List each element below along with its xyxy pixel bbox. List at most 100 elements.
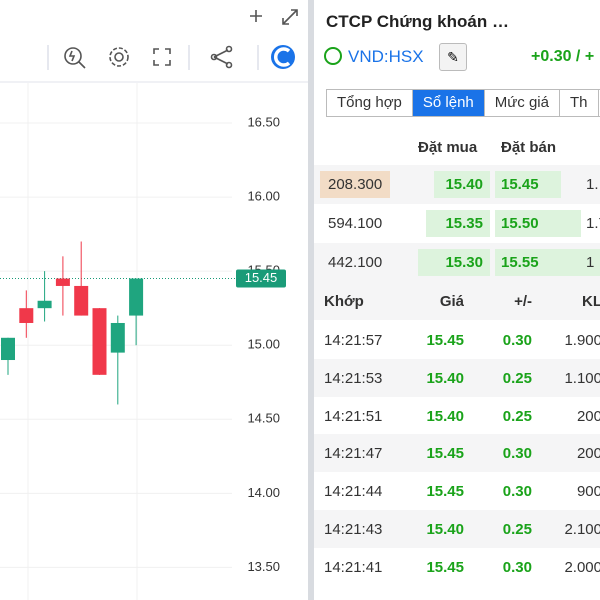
volume-highlight	[320, 171, 390, 198]
tab[interactable]: Sổ lệnh	[412, 90, 485, 116]
ask: 15.50	[501, 215, 539, 232]
side-panel: CTCP Chứng khoán … VND:HSX ✎ +0.30 / + T…	[314, 0, 600, 600]
orderbook: Đặt mua Đặt bán 208.300 15.40 15.45 1. 594.100…	[314, 130, 600, 282]
trade-row: 14:21:43 15.40 0.25 2.100	[314, 510, 600, 548]
price: 15.40	[426, 369, 464, 387]
candle-body	[55, 278, 70, 286]
time: 14:21:43	[324, 521, 383, 538]
price: 15.40	[426, 407, 464, 425]
trade-row: 14:21:47 15.45 0.30 200	[314, 434, 600, 473]
price: 15.45	[426, 332, 464, 349]
y-tick-label: 16.50	[247, 114, 280, 129]
time: 14:21:51	[324, 407, 383, 425]
time: 14:21:44	[324, 483, 383, 501]
y-tick-label: 15.00	[247, 337, 280, 352]
y-tick-label: 16.00	[247, 189, 280, 204]
bid: 15.30	[445, 254, 483, 271]
bid: 15.35	[445, 215, 483, 232]
change-text: +0.30 / +	[531, 48, 595, 65]
change: 0.30	[502, 332, 532, 349]
toolbar-icons[interactable]	[47, 9, 298, 70]
ask-volume: 1.7	[586, 215, 600, 232]
orderbook-row: 594.100 15.35 15.50 1.7	[314, 204, 600, 243]
col-header: KL	[582, 293, 600, 310]
tab[interactable]: Tổng hợp	[327, 90, 413, 116]
bid-bar	[426, 210, 490, 237]
time: 14:21:41	[324, 558, 383, 576]
ask: 15.55	[501, 254, 539, 271]
change: 0.25	[502, 407, 532, 425]
candle-body	[37, 300, 52, 309]
candle-body	[1, 337, 15, 361]
col-header: Đặt mua	[418, 139, 478, 156]
y-tick-label: 13.50	[247, 559, 280, 574]
price: 15.40	[426, 521, 464, 538]
change: 0.25	[502, 521, 532, 538]
col-header: Giá	[439, 293, 464, 310]
candle-body	[74, 285, 89, 316]
ask-bar	[495, 249, 600, 276]
candle-body	[19, 308, 34, 323]
tabs: Tổng hợp Sổ lệnh Mức giá Th	[326, 89, 600, 117]
divider	[308, 0, 314, 600]
fullscreen-icon[interactable]	[153, 48, 171, 66]
change: 0.25	[502, 369, 532, 387]
tab[interactable]: Mức giá	[485, 90, 560, 116]
candle-body	[129, 278, 144, 316]
col-header: Khớp	[324, 293, 364, 310]
tab[interactable]: Th	[560, 90, 599, 116]
price: 15.45	[426, 483, 464, 501]
last-price-badge	[236, 269, 286, 288]
stock-title: CTCP Chứng khoán …	[326, 12, 509, 31]
volume: 1.100	[564, 369, 600, 387]
price: 15.45	[426, 558, 464, 576]
trade-row: 14:21:53 15.40 0.25 1.100	[314, 358, 600, 397]
orderbook-row: 442.100 15.30 15.55 1	[314, 243, 600, 282]
ask-bar	[495, 210, 581, 237]
symbol[interactable]: VND:HSX	[348, 47, 424, 66]
time: 14:21:53	[324, 369, 383, 387]
volume: 208.300	[328, 176, 383, 193]
trade-row: 14:21:51 15.40 0.25 200	[314, 396, 600, 435]
time: 14:21:47	[324, 445, 383, 463]
volume: 1.900	[564, 332, 600, 349]
replay-icon[interactable]	[64, 47, 82, 65]
change: 0.30	[502, 483, 532, 501]
y-tick-label: 14.00	[247, 485, 280, 500]
trades-header: Khớp Giá +/- KL	[314, 282, 600, 320]
col-header: Đặt bán	[501, 139, 557, 156]
last-price-label: 15.45	[245, 270, 278, 285]
edit-button[interactable]: ✎	[439, 43, 467, 71]
time: 14:21:57	[324, 332, 383, 349]
volume: 900	[576, 483, 600, 501]
change: 0.30	[502, 558, 532, 576]
orderbook-row: 208.300 15.40 15.45 1.	[314, 165, 600, 204]
col-header: +/-	[514, 293, 532, 310]
volume: 200	[576, 407, 600, 425]
volume: 2.100	[564, 521, 600, 538]
clock-icon	[324, 47, 342, 65]
trade-row: 14:21:41 15.45 0.30 2.000	[314, 547, 600, 586]
volume: 200	[576, 445, 600, 463]
bid-bar	[434, 171, 490, 198]
trade-row: 14:21:57 15.45 0.30 1.900	[314, 321, 600, 359]
volume: 442.100	[328, 254, 383, 271]
volume: 2.000	[564, 558, 600, 576]
volume: 594.100	[328, 215, 383, 232]
settings-icon[interactable]	[114, 52, 124, 62]
ask-volume: 1.	[586, 176, 599, 193]
add-icon[interactable]	[250, 10, 262, 22]
bid-bar	[418, 249, 490, 276]
trade-row: 14:21:44 15.45 0.30 900	[314, 472, 600, 511]
bid: 15.40	[445, 176, 483, 193]
ask-volume: 1	[586, 254, 595, 271]
change: 0.30	[502, 445, 532, 463]
ask: 15.45	[501, 176, 539, 193]
change: +0.30 / +	[531, 48, 594, 66]
y-tick-label: 14.50	[247, 411, 280, 426]
candle-body	[92, 308, 107, 375]
price: 15.45	[426, 445, 464, 463]
expand-icon[interactable]	[282, 9, 298, 25]
